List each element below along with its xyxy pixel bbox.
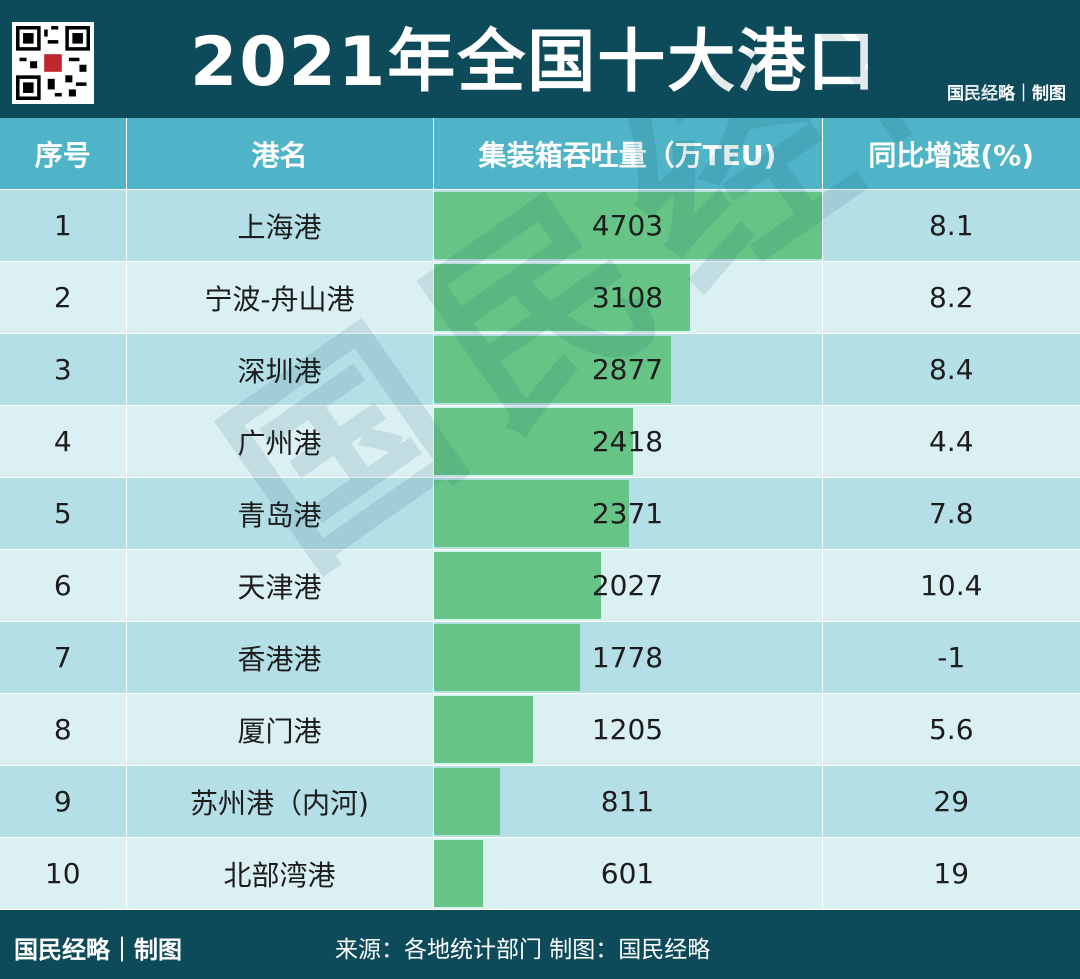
growth-cell: -1 <box>822 621 1080 694</box>
throughput-bar <box>433 696 533 763</box>
throughput-value: 2418 <box>591 425 664 458</box>
port-name-cell: 广州港 <box>126 405 434 478</box>
throughput-value: 1205 <box>591 713 664 746</box>
rank-cell: 9 <box>0 765 127 838</box>
throughput-value: 1778 <box>591 641 664 674</box>
growth-cell: 4.4 <box>822 405 1080 478</box>
rank-cell: 7 <box>0 621 127 694</box>
throughput-cell: 2371 <box>433 477 823 550</box>
throughput-bar <box>433 480 630 547</box>
throughput-cell: 601 <box>433 837 823 910</box>
rank-cell: 8 <box>0 693 127 766</box>
table-header-row: 序号 港名 集装箱吞吐量（万TEU) 同比增速(%) <box>0 118 1080 190</box>
source-note: 来源：各地统计部门 制图：国民经略 <box>335 937 711 963</box>
throughput-value: 3108 <box>591 281 664 314</box>
throughput-bar <box>433 192 822 259</box>
throughput-bar <box>433 264 690 331</box>
table-row: 2 宁波-舟山港 3108 8.2 <box>0 261 1080 334</box>
throughput-bar <box>433 336 671 403</box>
throughput-cell: 2418 <box>433 405 823 478</box>
growth-cell: 19 <box>822 837 1080 910</box>
throughput-cell: 811 <box>433 765 823 838</box>
header-banner: 2021年全国十大港口 国民经略｜制图 <box>0 0 1080 118</box>
throughput-cell: 1205 <box>433 693 823 766</box>
port-name-cell: 上海港 <box>126 189 434 262</box>
throughput-value: 2371 <box>591 497 664 530</box>
rank-cell: 6 <box>0 549 127 622</box>
throughput-cell: 3108 <box>433 261 823 334</box>
table-row: 10 北部湾港 601 19 <box>0 837 1080 910</box>
growth-cell: 10.4 <box>822 549 1080 622</box>
throughput-bar <box>433 768 501 835</box>
port-name-cell: 宁波-舟山港 <box>126 261 434 334</box>
throughput-value: 601 <box>600 857 655 890</box>
table-row: 9 苏州港（内河) 811 29 <box>0 765 1080 838</box>
rank-cell: 4 <box>0 405 127 478</box>
throughput-cell: 2877 <box>433 333 823 406</box>
rank-cell: 1 <box>0 189 127 262</box>
table-row: 7 香港港 1778 -1 <box>0 621 1080 694</box>
throughput-bar <box>433 552 601 619</box>
rank-cell: 3 <box>0 333 127 406</box>
throughput-bar <box>433 840 484 907</box>
throughput-cell: 2027 <box>433 549 823 622</box>
throughput-bar <box>433 408 633 475</box>
table-row: 4 广州港 2418 4.4 <box>0 405 1080 478</box>
ports-table: 序号 港名 集装箱吞吐量（万TEU) 同比增速(%) 1 上海港 4703 8.1 2 宁… <box>0 118 1080 910</box>
growth-cell: 8.4 <box>822 333 1080 406</box>
column-header-throughput: 集装箱吞吐量（万TEU) <box>433 118 823 190</box>
growth-cell: 8.1 <box>822 189 1080 262</box>
table-row: 1 上海港 4703 8.1 <box>0 189 1080 262</box>
brand-label-bottom: 国民经略｜制图 <box>14 935 182 964</box>
column-header-growth: 同比增速(%) <box>822 118 1080 190</box>
qr-code-icon[interactable] <box>12 22 94 104</box>
port-name-cell: 青岛港 <box>126 477 434 550</box>
growth-cell: 29 <box>822 765 1080 838</box>
port-name-cell: 北部湾港 <box>126 837 434 910</box>
table-row: 5 青岛港 2371 7.8 <box>0 477 1080 550</box>
growth-cell: 7.8 <box>822 477 1080 550</box>
throughput-cell: 4703 <box>433 189 823 262</box>
port-name-cell: 苏州港（内河) <box>126 765 434 838</box>
qr-code-graphic <box>16 26 90 100</box>
column-header-rank: 序号 <box>0 118 127 190</box>
rank-cell: 10 <box>0 837 127 910</box>
port-name-cell: 香港港 <box>126 621 434 694</box>
throughput-value: 811 <box>600 785 655 818</box>
table-row: 6 天津港 2027 10.4 <box>0 549 1080 622</box>
growth-cell: 5.6 <box>822 693 1080 766</box>
column-header-port: 港名 <box>126 118 434 190</box>
throughput-cell: 1778 <box>433 621 823 694</box>
table-row: 8 厦门港 1205 5.6 <box>0 693 1080 766</box>
throughput-value: 2027 <box>591 569 664 602</box>
footer-banner: 国民经略｜制图 来源：各地统计部门 制图：国民经略 <box>0 920 1080 979</box>
table-body: 1 上海港 4703 8.1 2 宁波-舟山港 3108 8.2 3 深圳港 2877 8.4 4 广州港… <box>0 189 1080 910</box>
throughput-value: 4703 <box>591 209 664 242</box>
growth-cell: 8.2 <box>822 261 1080 334</box>
page-title: 2021年全国十大港口 <box>190 23 878 102</box>
throughput-value: 2877 <box>591 353 664 386</box>
rank-cell: 2 <box>0 261 127 334</box>
port-name-cell: 厦门港 <box>126 693 434 766</box>
data-table-container: 序号 港名 集装箱吞吐量（万TEU) 同比增速(%) 1 上海港 4703 8.1 2 宁… <box>0 118 1080 920</box>
table-row: 3 深圳港 2877 8.4 <box>0 333 1080 406</box>
port-name-cell: 天津港 <box>126 549 434 622</box>
brand-label-top: 国民经略｜制图 <box>947 84 1066 104</box>
port-name-cell: 深圳港 <box>126 333 434 406</box>
throughput-bar <box>433 624 581 691</box>
rank-cell: 5 <box>0 477 127 550</box>
